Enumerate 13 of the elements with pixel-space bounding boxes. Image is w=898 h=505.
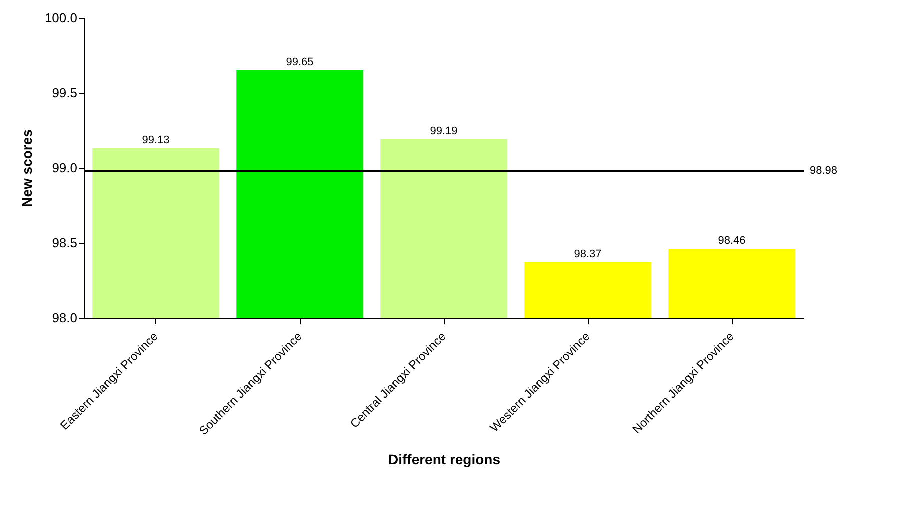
data-label: 99.13: [142, 134, 170, 146]
data-label: 98.37: [574, 248, 602, 260]
x-axis-title: Different regions: [388, 451, 501, 468]
text: 99.0: [52, 160, 78, 176]
y-axis-title: New scores: [18, 129, 35, 208]
text: 99.5: [52, 86, 78, 100]
text: 98.0: [52, 310, 78, 326]
data-label: 99.65: [286, 56, 314, 68]
data-label: 98.46: [718, 235, 746, 247]
ref-line-label: 98.98: [810, 165, 838, 177]
text: 100.0: [44, 10, 78, 26]
text: 98.5: [52, 236, 78, 250]
data-label: 99.19: [430, 126, 458, 138]
